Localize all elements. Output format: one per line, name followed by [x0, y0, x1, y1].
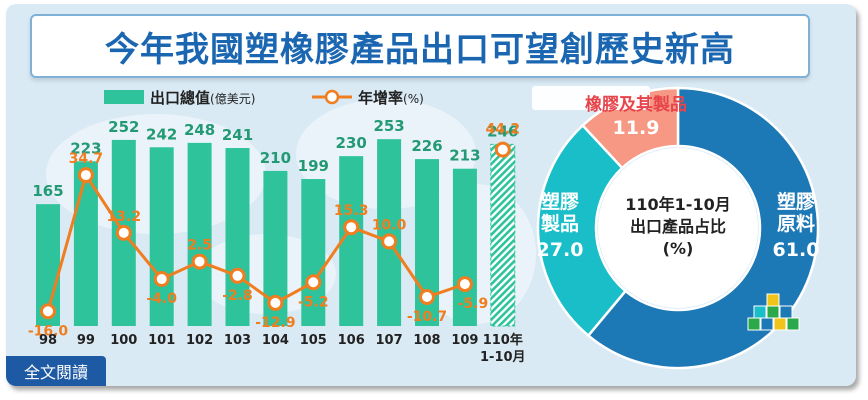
donut-slice-value-0: 61.0 — [773, 239, 820, 261]
rubber-label-box — [532, 86, 650, 110]
x-tick-label-1: 99 — [77, 333, 95, 348]
x-tick-label-6: 104 — [262, 333, 289, 348]
title-banner: 今年我國塑橡膠產品出口可望創歷史新高 — [30, 14, 810, 78]
bar-value-label-4: 248 — [184, 121, 215, 139]
growth-rate-label-6: -12.9 — [255, 315, 295, 331]
chart-canvas: 出口總值(億美元) 年增率(%) 165 223 252 242 248 241 210 19… — [28, 86, 820, 370]
growth-rate-label-5: -2.8 — [222, 288, 253, 304]
legend-bar-label: 出口總值(億美元) — [150, 89, 255, 107]
x-tick-label-0: 98 — [39, 333, 57, 348]
growth-line — [40, 141, 511, 320]
bar-7 — [301, 179, 326, 326]
x-tick-label-11: 109 — [451, 333, 478, 348]
bar-value-label-5: 241 — [222, 126, 253, 144]
bar-value-label-6: 210 — [260, 149, 291, 167]
growth-point-5 — [229, 267, 246, 284]
read-full-text-button[interactable]: 全文閱讀 — [6, 356, 106, 386]
growth-point-2 — [115, 224, 132, 241]
growth-line-path — [46, 173, 466, 312]
bar-value-label-7: 199 — [298, 157, 329, 175]
x-tick-label-9: 107 — [376, 333, 403, 348]
growth-point-9 — [381, 233, 398, 250]
bar-value-label-10: 226 — [411, 137, 442, 155]
legend-line-label: 年增率(%) — [358, 89, 424, 107]
bar-value-label-1: 223 — [70, 139, 101, 157]
infographic-frame: 今年我國塑橡膠產品出口可望創歷史新高 出口總值(億美元) 年增率(%) — [6, 4, 856, 386]
x-tick-label-10: 108 — [413, 333, 440, 348]
growth-point-12 — [494, 141, 511, 158]
donut-slice-value-2: 11.9 — [613, 117, 660, 139]
x-tick-label-4: 102 — [186, 333, 213, 348]
donut-slice-value-1: 27.0 — [537, 239, 584, 261]
cubes-icon — [747, 293, 800, 331]
donut-slice-1 — [536, 123, 628, 338]
legend-bar-swatch — [104, 90, 144, 104]
growth-rate-label-7: -5.2 — [298, 294, 329, 310]
bar-4 — [187, 142, 212, 326]
growth-rate-label-4: 2.5 — [187, 238, 212, 254]
bar-5 — [225, 148, 250, 326]
bar-11 — [452, 168, 477, 326]
growth-rate-label-10: -10.7 — [407, 309, 447, 325]
growth-point-3 — [153, 271, 170, 288]
x-tick-label-2: 100 — [110, 333, 137, 348]
bar-9 — [377, 139, 402, 326]
x-tick-label-12: 110年 1-10月 — [480, 332, 526, 365]
bar-value-label-12: 246 — [487, 122, 518, 140]
growth-rate-label-12: 44.2 — [486, 122, 521, 138]
growth-rate-label-0: -16.0 — [28, 323, 69, 339]
growth-point-1 — [77, 167, 94, 184]
legend: 出口總值(億美元) 年增率(%) — [104, 89, 424, 107]
donut-center-title: 110年1-10月出口產品占比(%) — [625, 195, 730, 258]
bar-value-label-2: 252 — [108, 118, 139, 136]
x-tick-label-5: 103 — [224, 333, 251, 348]
growth-rate-label-11: -5.9 — [458, 296, 489, 312]
growth-rate-label-9: 10.0 — [372, 217, 407, 233]
x-axis: 98 99 100 101 102 103 104 105 106 107 108 109 110年 1-… — [39, 332, 526, 365]
growth-point-11 — [456, 276, 473, 293]
x-tick-label-3: 101 — [148, 333, 175, 348]
legend-line-marker — [324, 89, 340, 105]
bar-value-label-8: 230 — [336, 134, 367, 152]
donut-slice-0 — [586, 86, 820, 370]
growth-point-4 — [191, 253, 208, 270]
growth-rate-label-2: 13.2 — [107, 209, 142, 225]
growth-point-10 — [419, 289, 435, 306]
bar-value-label-9: 253 — [373, 117, 404, 135]
growth-point-8 — [343, 219, 360, 236]
growth-rate-label-8: 15.3 — [334, 203, 369, 219]
donut-slice-name-2: 橡膠及其製品 — [585, 94, 687, 115]
page-title: 今年我國塑橡膠產品出口可望創歷史新高 — [105, 29, 735, 70]
donut-slice-name-1: 塑膠製品 — [540, 190, 579, 235]
chart-labels: 165 223 252 242 248 241 210 199 230 253 226 213 246 -… — [28, 117, 520, 339]
bar-value-label-0: 165 — [32, 182, 63, 200]
bar-value-label-11: 213 — [449, 147, 480, 165]
bar-3 — [149, 147, 174, 326]
growth-rate-label-3: -4.0 — [146, 291, 177, 307]
growth-point-6 — [267, 294, 284, 311]
donut-slice-name-0: 塑膠原料 — [777, 190, 815, 235]
donut-center — [598, 148, 758, 308]
x-tick-label-7: 105 — [300, 333, 327, 348]
bar-12 — [490, 143, 516, 327]
growth-point-7 — [305, 274, 322, 291]
x-tick-label-8: 106 — [338, 333, 365, 348]
bar-value-label-3: 242 — [146, 125, 177, 143]
growth-rate-label-1: 34.7 — [69, 151, 104, 167]
donut-chart: 110年1-10月出口產品占比(%) 塑膠原料 61.0 塑膠製品 27.0 橡膠及其製品… — [532, 86, 820, 370]
growth-point-0 — [40, 303, 56, 320]
